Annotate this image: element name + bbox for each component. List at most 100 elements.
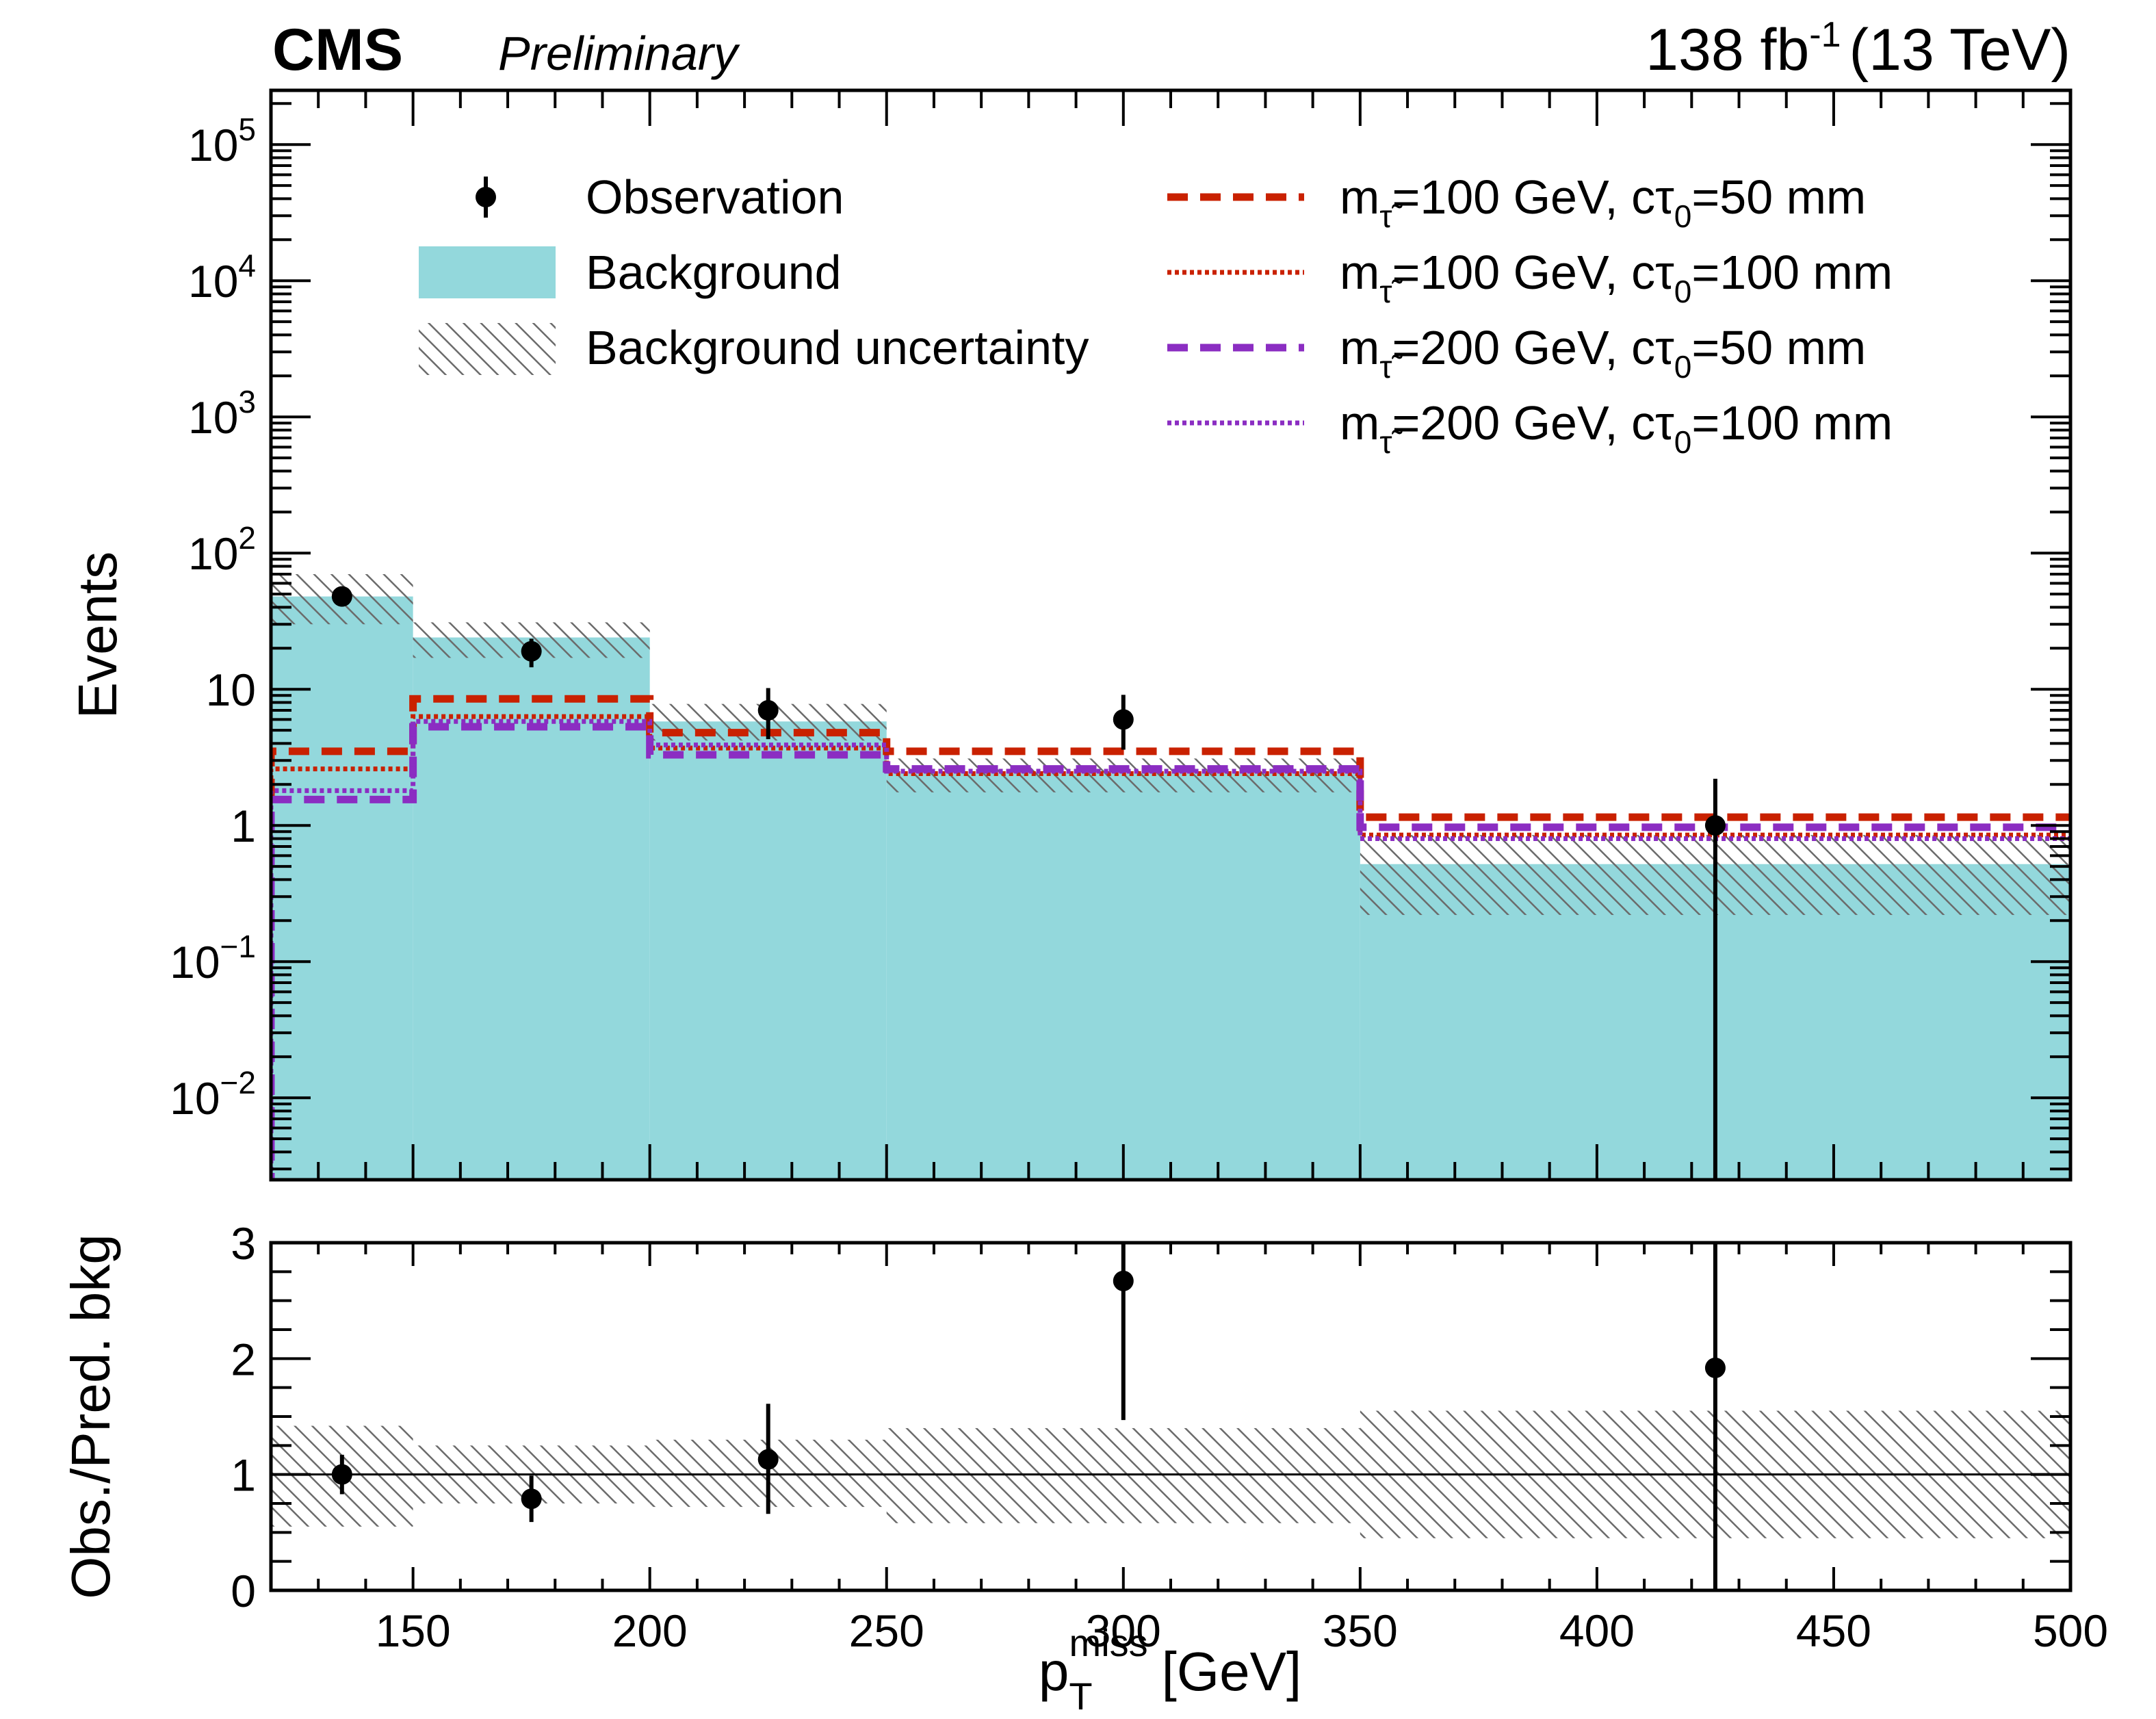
status-label: Preliminary	[498, 27, 740, 80]
background-bin	[886, 773, 1360, 1180]
observation-point	[331, 586, 352, 607]
legend-mass: =100 GeV, cτ	[1392, 170, 1674, 224]
background-bin	[271, 596, 413, 1180]
y-tick-label-exp: 2	[238, 520, 256, 556]
ratio-y-axis-title: Obs./Pred. bkg	[60, 1234, 121, 1599]
observation-point	[521, 641, 542, 662]
x-axis-title-sup: miss	[1069, 1621, 1148, 1664]
lumi-value: 138 fb	[1646, 17, 1809, 83]
lumi-energy: (13 TeV)	[1849, 17, 2070, 83]
legend-uncertainty-swatch	[419, 323, 556, 375]
ratio-point	[1113, 1270, 1134, 1291]
ratio-y-tick-label: 2	[231, 1334, 256, 1384]
main-plot-area	[271, 574, 2070, 1180]
ratio-y-tick-label: 3	[231, 1218, 256, 1269]
legend-uncertainty-label: Background uncertainty	[586, 321, 1089, 374]
background-bin	[413, 637, 650, 1180]
legend-signals: mτ̃=100 GeV, cτ0=50 mm mτ̃=100 GeV, cτ0=1…	[1167, 170, 1893, 460]
legend-ctau: =50 mm	[1691, 321, 1866, 374]
y-tick-label-base: 10	[188, 120, 238, 170]
legend-ctau: =100 mm	[1691, 246, 1893, 299]
x-tick-label: 500	[2033, 1605, 2108, 1656]
ratio-point	[331, 1464, 352, 1485]
ratio-point	[1704, 1357, 1726, 1378]
legend-background-label: Background	[586, 246, 842, 299]
lumi-exponent: -1	[1809, 15, 1841, 55]
legend-ctau-sub: 0	[1674, 274, 1692, 309]
y-tick-label: 10−1	[170, 929, 256, 987]
lumi-label: 138 fb-1 (13 TeV)	[1646, 15, 2070, 83]
legend-m: m	[1340, 246, 1379, 299]
y-tick-label-exp: −2	[220, 1065, 256, 1100]
y-tick-label-exp: 4	[238, 248, 256, 283]
legend-m: m	[1340, 170, 1379, 224]
x-axis-title-sub: T	[1069, 1675, 1092, 1718]
y-axis-title: Events	[67, 552, 128, 719]
x-axis-title-unit: [GeV]	[1162, 1641, 1302, 1702]
legend-label-sig2: mτ̃=100 GeV, cτ0=100 mm	[1340, 246, 1893, 309]
x-axis-title-main: p	[1039, 1641, 1069, 1702]
x-tick-label: 250	[849, 1605, 924, 1656]
ratio-uncertainty-bin	[886, 1427, 1360, 1523]
ratio-panel: 0 1 2 3 150 200 250 300 350 400 450 500	[231, 1218, 2108, 1656]
ratio-point	[521, 1488, 542, 1510]
legend-mass: =100 GeV, cτ	[1392, 246, 1674, 299]
y-tick-label-base: 10	[170, 937, 220, 987]
legend-label-sig1: mτ̃=100 GeV, cτ0=50 mm	[1340, 170, 1866, 234]
y-tick-label-base: 10	[188, 528, 238, 579]
x-axis-title: pTmiss [GeV]	[1039, 1621, 1301, 1718]
y-tick-label-base: 1	[231, 801, 256, 851]
legend-m: m	[1340, 396, 1379, 450]
y-tick-label: 103	[188, 384, 256, 443]
y-tick-label-exp: 5	[238, 112, 256, 147]
y-tick-label: 1	[231, 801, 256, 851]
x-tick-label: 450	[1796, 1605, 1871, 1656]
x-tick-label: 150	[376, 1605, 451, 1656]
x-tick-label: 400	[1559, 1605, 1635, 1656]
legend: Observation Background Background uncert…	[419, 170, 1893, 460]
y-tick-label-base: 10	[206, 664, 256, 715]
legend-label-sig4: mτ̃=200 GeV, cτ0=100 mm	[1340, 396, 1893, 460]
y-tick-label: 104	[188, 248, 256, 307]
legend-ctau-sub: 0	[1674, 349, 1692, 385]
legend-m: m	[1340, 321, 1379, 374]
ratio-axis-ticks: 0 1 2 3 150 200 250 300 350 400 450 500	[231, 1218, 2108, 1656]
x-tick-label: 300	[1086, 1605, 1161, 1656]
ratio-y-tick-label: 1	[231, 1450, 256, 1501]
observation-point	[1704, 815, 1726, 836]
legend-mass: =200 GeV, cτ	[1392, 396, 1674, 450]
legend-observation: Observation	[476, 170, 844, 224]
ratio-point	[757, 1449, 779, 1470]
legend-label-sig3: mτ̃=200 GeV, cτ0=50 mm	[1340, 321, 1866, 385]
y-tick-label: 105	[188, 112, 256, 170]
legend-ctau-sub: 0	[1674, 424, 1692, 460]
legend-ctau-sub: 0	[1674, 198, 1692, 234]
signal-line-sig4	[271, 719, 2070, 1180]
legend-mass: =200 GeV, cτ	[1392, 321, 1674, 374]
legend-background: Background	[419, 246, 842, 299]
ratio-plot-area	[271, 1243, 2070, 1590]
y-tick-label: 10−2	[170, 1065, 256, 1124]
x-tick-label: 200	[612, 1605, 688, 1656]
x-tick-label: 350	[1323, 1605, 1398, 1656]
observation-point	[757, 700, 779, 721]
legend-background-swatch	[419, 246, 556, 298]
observation-point	[1113, 709, 1134, 730]
y-tick-label-base: 10	[188, 392, 238, 443]
y-tick-label-base: 10	[188, 256, 238, 307]
y-tick-label-exp: 3	[238, 384, 256, 419]
y-tick-label-exp: −1	[220, 929, 256, 964]
legend-observation-marker	[476, 187, 496, 207]
background-bin	[649, 721, 887, 1180]
legend-observation-label: Observation	[586, 170, 844, 224]
ratio-y-tick-label: 0	[231, 1566, 256, 1616]
y-tick-label: 10	[206, 664, 256, 715]
legend-ctau: =50 mm	[1691, 170, 1866, 224]
legend-background-uncertainty: Background uncertainty	[419, 321, 1089, 375]
y-tick-label: 102	[188, 520, 256, 579]
y-tick-label-base: 10	[170, 1073, 220, 1124]
legend-ctau: =100 mm	[1691, 396, 1893, 450]
